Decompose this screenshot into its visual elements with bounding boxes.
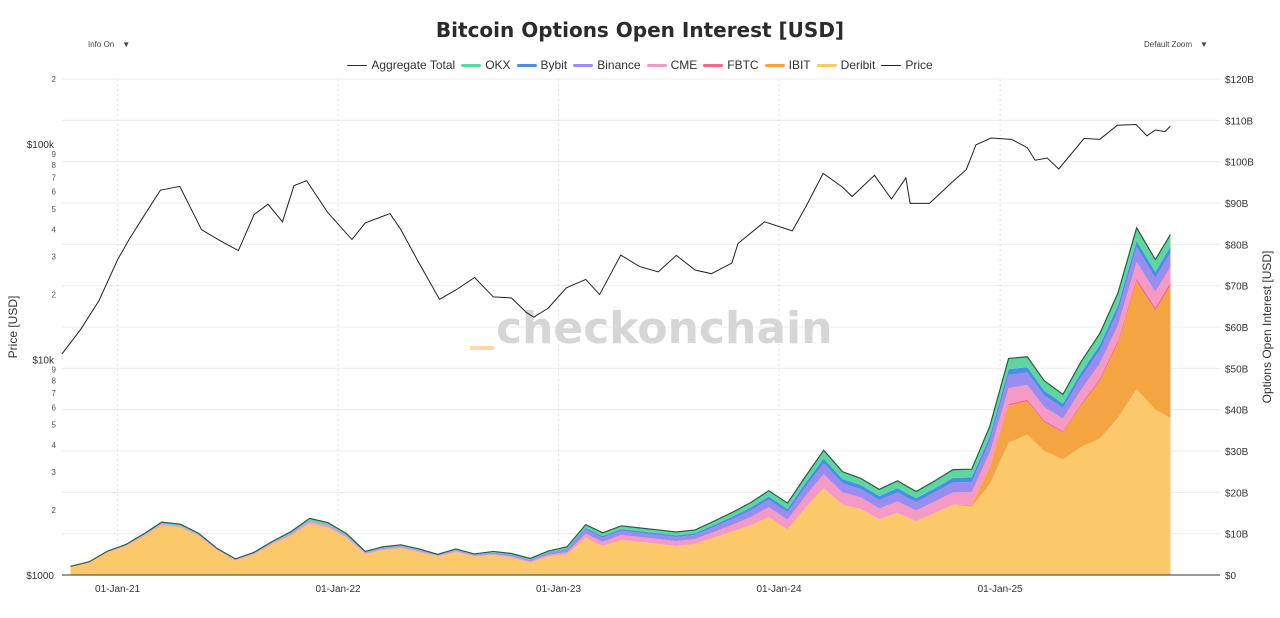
left-axis-title: Price [USD] (6, 296, 20, 359)
legend-item-ibit[interactable]: IBIT (764, 58, 811, 72)
legend-item-binance[interactable]: Binance (573, 58, 641, 72)
left-tick-label: $10k (32, 355, 55, 366)
aggregate-line-group (70, 226, 1171, 567)
right-axis-ticks: $0 $10B $20B $30B $40B $50B $60B $70B $80B $90B $1… (1225, 75, 1254, 582)
left-tick-label: $100k (27, 140, 55, 151)
legend-swatch (347, 64, 368, 66)
left-minor-tick-label: 2 (52, 75, 57, 84)
watermark-mark (470, 346, 494, 350)
legend-swatch (816, 63, 837, 67)
right-tick-label: $30B (1225, 447, 1249, 458)
legend-item-bybit[interactable]: Bybit (516, 58, 568, 72)
right-tick-label: $40B (1225, 406, 1249, 417)
right-tick-label: $60B (1225, 323, 1249, 334)
left-minor-tick-label: 2 (52, 291, 57, 300)
right-axis-title: Options Open Interest [USD] (1260, 251, 1274, 404)
legend-item-cme[interactable]: CME (646, 58, 698, 72)
legend-item-aggregate[interactable]: Aggregate Total (347, 58, 455, 72)
legend-swatch (646, 63, 667, 67)
left-minor-tick-label: 3 (52, 468, 57, 477)
x-tick-label: 01-Jan-21 (95, 584, 140, 595)
right-tick-label: $100B (1225, 158, 1254, 169)
aggregate-total-line (70, 226, 1171, 567)
legend-label: Aggregate Total (371, 58, 456, 72)
legend-label: OKX (485, 58, 511, 72)
right-tick-label: $20B (1225, 488, 1249, 499)
x-axis-ticks: 01-Jan-21 01-Jan-22 01-Jan-23 01-Jan-24 01-J… (95, 584, 1023, 595)
left-tick-label: $1000 (26, 571, 54, 582)
left-minor-tick-label: 9 (52, 365, 57, 374)
legend-swatch (703, 63, 724, 67)
left-minor-tick-label: 3 (52, 253, 57, 262)
chevron-down-icon: ▼ (1200, 40, 1208, 49)
right-tick-label: $120B (1225, 75, 1254, 86)
legend-label: Binance (597, 58, 641, 72)
left-minor-tick-label: 5 (52, 420, 57, 429)
area-deribit (70, 389, 1171, 575)
legend-label: Deribit (840, 58, 876, 72)
left-minor-tick-label: 7 (52, 389, 57, 398)
left-minor-tick-label: 6 (52, 403, 57, 412)
legend-label: FBTC (727, 58, 759, 72)
left-minor-tick-label: 6 (52, 188, 57, 197)
left-minor-tick-label: 8 (52, 376, 57, 385)
legend-swatch (881, 64, 902, 66)
right-tick-label: $70B (1225, 282, 1249, 293)
right-tick-label: $50B (1225, 364, 1249, 375)
legend-item-fbtc[interactable]: FBTC (703, 58, 759, 72)
left-minor-tick-label: 5 (52, 205, 57, 214)
right-tick-label: $110B (1225, 116, 1254, 127)
legend-label: CME (670, 58, 698, 72)
legend-item-deribit[interactable]: Deribit (816, 58, 876, 72)
left-minor-tick-label: 4 (52, 441, 57, 450)
chevron-down-icon: ▼ (122, 40, 131, 49)
legend-label: Bybit (540, 58, 568, 72)
legend-item-price[interactable]: Price (881, 58, 933, 72)
chart-title: Bitcoin Options Open Interest [USD] (435, 18, 845, 42)
legend-swatch (764, 63, 785, 67)
right-tick-label: $90B (1225, 199, 1249, 210)
legend-label: IBIT (788, 58, 811, 72)
info-toggle-dropdown[interactable]: Info On ▼ (88, 40, 130, 49)
price-line (61, 124, 1171, 355)
left-minor-tick-label: 2 (52, 506, 57, 515)
left-minor-tick-label: 7 (52, 173, 57, 182)
chart-legend: Aggregate Total OKX Bybit Binance CME FBTC IBI… (0, 58, 1280, 72)
legend-item-okx[interactable]: OKX (461, 58, 511, 72)
price-line-group (61, 124, 1171, 355)
zoom-label: Default Zoom (1144, 40, 1193, 49)
x-tick-label: 01-Jan-24 (757, 584, 802, 595)
left-axis-ticks: $1000 $10k $100k 2 3 4 5 6 7 8 9 2 3 4 5 6 7 8 9 2 (26, 75, 56, 582)
legend-swatch (573, 63, 594, 67)
x-tick-label: 01-Jan-25 (978, 584, 1023, 595)
x-tick-label: 01-Jan-23 (536, 584, 581, 595)
left-minor-tick-label: 4 (52, 226, 57, 235)
legend-label: Price (905, 58, 933, 72)
right-tick-label: $80B (1225, 240, 1249, 251)
watermark-text: checkonchain (496, 303, 832, 354)
legend-swatch (461, 63, 482, 67)
info-toggle-label: Info On (88, 40, 115, 49)
zoom-dropdown[interactable]: Default Zoom ▼ (1144, 40, 1208, 49)
right-tick-label: $0 (1225, 571, 1237, 582)
legend-swatch (516, 63, 537, 67)
left-minor-tick-label: 9 (52, 150, 57, 159)
right-tick-label: $10B (1225, 530, 1249, 541)
oi-areas (70, 227, 1171, 575)
left-minor-tick-label: 8 (52, 161, 57, 170)
x-tick-label: 01-Jan-22 (316, 584, 361, 595)
